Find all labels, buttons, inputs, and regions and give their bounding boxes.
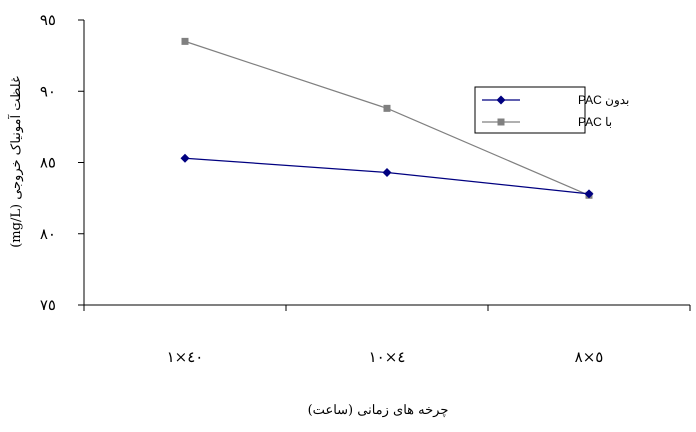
y-tick-label: ٨٥ (40, 154, 56, 172)
data-point (584, 189, 594, 199)
series-layer (180, 37, 594, 199)
y-tick-label: ٩٠ (40, 82, 56, 100)
data-point (180, 153, 190, 163)
x-tick-label: ٤×١٠ (369, 348, 406, 366)
legend-label: با PAC (578, 115, 612, 129)
y-tick-label: ٨٠ (40, 225, 56, 243)
y-tick-label: ٩٥ (40, 11, 56, 29)
legend-box (474, 86, 586, 134)
legend-marker (496, 95, 506, 105)
data-point (383, 104, 391, 112)
y-axis-title: غلظت آمونیاک خروجی (mg/L) (7, 76, 24, 248)
y-tick-label: ٧٥ (40, 296, 56, 314)
x-axis: ۱×٤٠ ٤×١٠ ٥×٨ (83, 304, 691, 366)
x-tick-label: ۱×٤٠ (167, 348, 204, 366)
x-axis-title: چرخه های زمانی (ساعت) (308, 403, 449, 418)
legend-marker (497, 118, 505, 126)
legend-label: بدون PAC (578, 93, 629, 107)
data-point (382, 167, 392, 177)
series-1 (180, 153, 594, 199)
legend: بدون PAC با PAC (474, 86, 629, 134)
legend-items: بدون PAC با PAC (482, 93, 629, 129)
data-point (181, 37, 189, 45)
y-axis: ٧٥ ٨٠ ٨٥ ٩٠ ٩٥ (40, 11, 85, 314)
x-tick-label: ٥×٨ (575, 348, 604, 366)
y-ticks: ٧٥ ٨٠ ٨٥ ٩٠ ٩٥ (40, 11, 84, 314)
x-ticks: ۱×٤٠ ٤×١٠ ٥×٨ (83, 305, 691, 366)
